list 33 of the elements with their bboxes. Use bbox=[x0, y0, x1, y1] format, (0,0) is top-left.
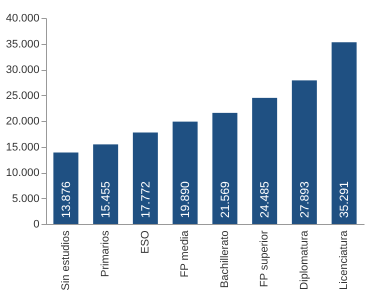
data-label: 24.485 bbox=[258, 180, 272, 218]
x-tick-label: FP superior bbox=[258, 230, 271, 288]
y-tick-label: 30.000 bbox=[6, 64, 40, 76]
y-tick-label: 20.000 bbox=[6, 116, 40, 128]
x-tick-label: Primarios bbox=[100, 230, 112, 277]
data-label: 17.772 bbox=[138, 180, 152, 218]
x-tick-label: Sin estudios bbox=[60, 230, 72, 290]
y-tick-label: 35.000 bbox=[6, 38, 40, 50]
data-label: 27.893 bbox=[297, 180, 312, 218]
data-label: 15.455 bbox=[98, 180, 113, 218]
bar bbox=[292, 80, 317, 224]
x-tick-label: FP media bbox=[179, 230, 192, 278]
x-tick-label: ESO bbox=[139, 230, 152, 254]
y-tick-label: 25.000 bbox=[6, 90, 40, 102]
data-label: 35.291 bbox=[337, 180, 352, 218]
y-tick-label: 5.000 bbox=[12, 192, 40, 205]
x-tick-label: Bachillerato bbox=[218, 230, 231, 288]
bar bbox=[132, 132, 158, 224]
data-label: 13.876 bbox=[58, 180, 73, 218]
x-tick-label: Diplomatura bbox=[298, 230, 310, 290]
data-label: 19.890 bbox=[178, 180, 192, 218]
bar bbox=[332, 42, 357, 224]
y-tick-label: 15.000 bbox=[6, 141, 40, 154]
y-tick-label: 0 bbox=[33, 218, 40, 230]
y-tick-label: 10.000 bbox=[6, 167, 40, 179]
y-tick-label: 40.000 bbox=[6, 12, 40, 24]
bar bbox=[252, 98, 278, 224]
bar bbox=[93, 144, 118, 224]
bar bbox=[172, 122, 198, 224]
x-tick-label: Licenciatura bbox=[338, 230, 350, 290]
bar bbox=[53, 152, 78, 224]
bar bbox=[212, 112, 238, 224]
data-label: 21.569 bbox=[218, 180, 232, 218]
